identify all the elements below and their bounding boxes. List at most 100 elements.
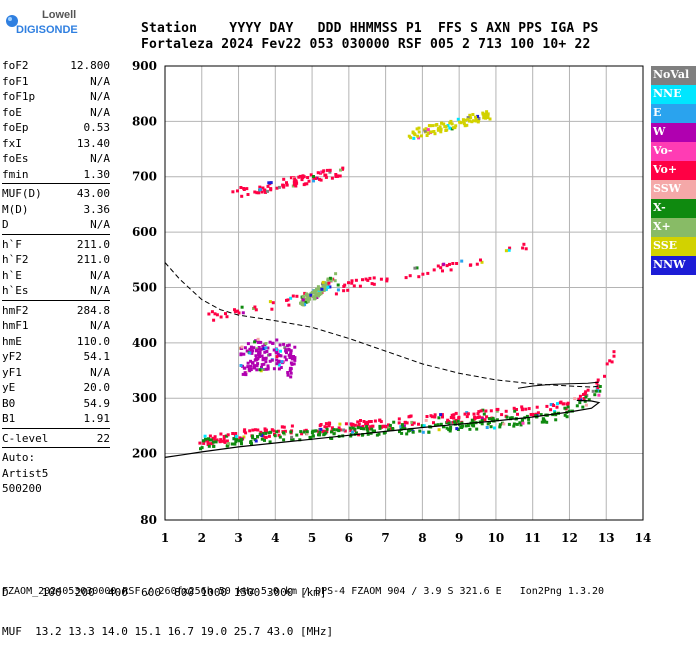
echo-point [469, 116, 473, 120]
echo-point [222, 435, 226, 438]
echo-point [337, 426, 341, 430]
echo-point [202, 439, 205, 443]
echo-point [356, 420, 360, 424]
echo-point [212, 318, 216, 322]
param-name: hmF1 [2, 319, 29, 332]
echo-point [433, 423, 437, 427]
echo-point [316, 171, 320, 175]
echo-point [450, 122, 454, 126]
echo-point [318, 424, 322, 428]
echo-point [536, 411, 540, 415]
echo-point [246, 342, 250, 346]
echo-point [549, 408, 553, 412]
echo-point [249, 348, 253, 352]
param-row: foE N/A [2, 105, 110, 121]
echo-point [350, 279, 354, 283]
echo-point [327, 421, 331, 425]
echo-point [532, 414, 536, 417]
param-name: D [2, 218, 9, 231]
echo-point [524, 407, 528, 411]
echo-point [300, 178, 304, 182]
echo-point [434, 123, 438, 127]
echo-point [222, 439, 226, 443]
echo-point [289, 176, 293, 180]
echo-point [336, 283, 340, 287]
divider [2, 447, 110, 448]
echo-point [370, 427, 374, 431]
param-name: fmin [2, 167, 29, 181]
echo-point [439, 266, 443, 270]
echo-point [257, 353, 261, 357]
echo-point [489, 409, 493, 413]
echo-point [315, 287, 318, 291]
echo-point [472, 412, 476, 416]
param-value: 54.1 [83, 350, 111, 363]
echo-point [200, 446, 204, 450]
echo-point [264, 342, 268, 345]
echo-point [231, 432, 235, 435]
echo-point [309, 173, 313, 177]
echo-point [483, 418, 487, 422]
echo-point [426, 132, 430, 135]
echo-point [401, 426, 405, 430]
echo-point [334, 173, 338, 176]
echo-point [328, 285, 332, 289]
echo-point [338, 428, 342, 432]
x-tick-label: 14 [635, 531, 652, 545]
echo-point [525, 414, 529, 418]
echo-point [237, 439, 241, 443]
echo-point [507, 422, 511, 426]
echo-point [230, 442, 234, 446]
echo-point [524, 247, 528, 251]
param-name: B0 [2, 396, 16, 410]
echo-point [330, 176, 334, 180]
echo-point [249, 368, 253, 371]
param-row: hmF1 N/A [2, 318, 110, 334]
echo-point [324, 422, 328, 426]
echo-point [432, 268, 436, 272]
echo-point [584, 403, 588, 407]
echo-point [264, 360, 268, 364]
echo-point [299, 430, 303, 434]
echo-point [306, 294, 310, 298]
echo-point [291, 294, 295, 298]
true-height-profile [164, 399, 601, 458]
echo-point [349, 429, 353, 433]
param-value: N/A [90, 218, 110, 231]
echo-point [294, 184, 298, 188]
x-tick-label: 10 [488, 531, 505, 545]
echo-point [269, 181, 273, 185]
echo-point [258, 185, 262, 189]
echo-point [352, 284, 356, 288]
param-row: foEp 0.53 [2, 120, 110, 136]
echo-point [410, 420, 414, 424]
echo-point [451, 262, 455, 265]
echo-point [266, 346, 270, 350]
echo-point [336, 288, 340, 292]
echo-point [268, 340, 272, 344]
echo-point [207, 444, 211, 448]
echo-point [457, 416, 461, 420]
echo-point [366, 422, 370, 426]
echo-point [255, 358, 259, 362]
echo-point [243, 371, 247, 375]
y-tick-label: 900 [132, 59, 157, 73]
echo-point [504, 249, 508, 253]
echo-point [342, 285, 346, 288]
echo-point [358, 284, 362, 288]
echo-point [461, 118, 465, 122]
echo-point [302, 175, 306, 179]
echo-point [612, 350, 616, 354]
echo-point [479, 409, 483, 413]
echo-point [516, 412, 519, 416]
param-value: 3.36 [83, 202, 111, 216]
echo-point [553, 411, 557, 415]
echo-point [326, 285, 330, 289]
echo-point [255, 364, 259, 368]
echo-point [225, 439, 229, 443]
echo-point [377, 432, 381, 436]
echo-point [417, 275, 421, 279]
echo-point [313, 297, 317, 300]
echo-point [520, 408, 524, 412]
echo-point [304, 297, 308, 301]
